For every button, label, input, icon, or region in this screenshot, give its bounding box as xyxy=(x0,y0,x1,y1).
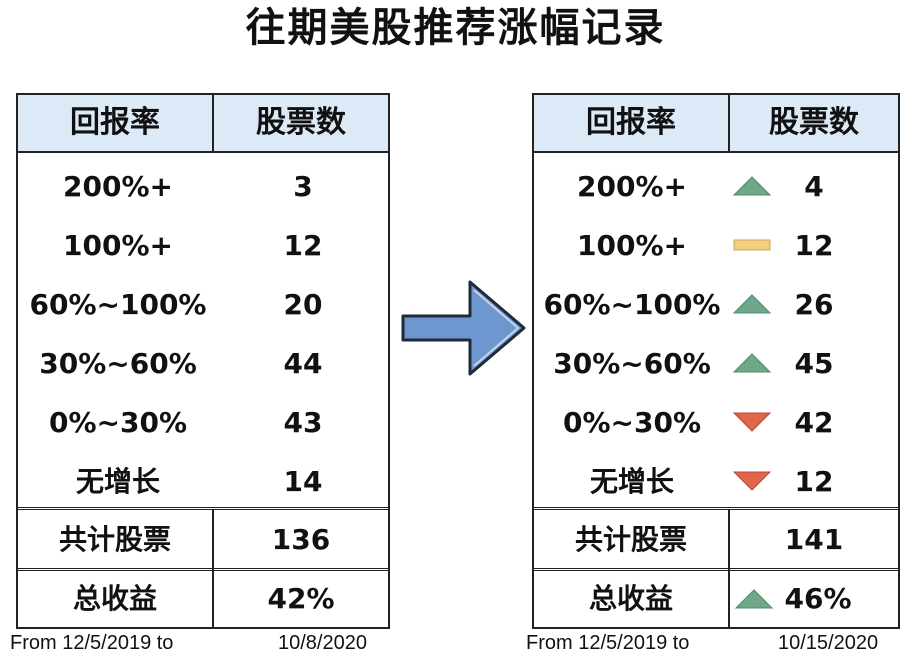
stock-count: 44 xyxy=(283,347,323,380)
stock-count: 4 xyxy=(804,170,824,203)
page-title: 往期美股推荐涨幅记录 xyxy=(245,5,666,51)
stock-count: 20 xyxy=(283,288,323,321)
triangle-down-icon xyxy=(732,412,772,432)
stock-count: 26 xyxy=(794,288,834,321)
date-to: 10/15/2020 xyxy=(778,632,879,654)
total-label: 共计股票 xyxy=(58,523,171,556)
return-range: 无增长 xyxy=(589,465,674,498)
triangle-down-icon xyxy=(732,471,772,491)
table-row: 无增长 14 xyxy=(18,452,388,511)
stock-count: 14 xyxy=(283,465,323,498)
stock-count: 42 xyxy=(794,406,834,439)
total-value: 141 xyxy=(784,523,844,556)
return-range: 200%+ xyxy=(577,170,687,203)
return-range: 0%~30% xyxy=(48,406,188,439)
triangle-up-icon xyxy=(732,176,772,196)
divider xyxy=(18,568,388,571)
return-range: 100%+ xyxy=(63,229,173,262)
triangle-up-icon xyxy=(734,589,774,609)
divider xyxy=(534,568,898,571)
return-range: 100%+ xyxy=(577,229,687,262)
return-row: 总收益 46% xyxy=(534,571,898,631)
return-range: 无增长 xyxy=(75,465,160,498)
date-from: From 12/5/2019 to xyxy=(526,632,690,654)
return-range: 200%+ xyxy=(63,170,173,203)
header-return-rate: 回报率 xyxy=(586,105,676,140)
header-stock-count: 股票数 xyxy=(256,105,346,140)
total-value: 136 xyxy=(271,523,331,556)
total-label: 共计股票 xyxy=(574,523,687,556)
table-header: 回报率 股票数 xyxy=(18,95,388,153)
stock-count: 12 xyxy=(794,465,834,498)
left-table: 回报率 股票数 200%+ 3 100%+ 12 60%~100% 20 30%… xyxy=(16,93,390,629)
right-table: 回报率 股票数 200%+ 4 100%+ 12 60%~100% 26 30%… xyxy=(532,93,900,629)
total-row: 共计股票 141 xyxy=(534,510,898,570)
table-header: 回报率 股票数 xyxy=(534,95,898,153)
divider xyxy=(534,507,898,510)
table-row: 60%~100% 20 xyxy=(18,275,388,334)
table-row: 0%~30% 42 xyxy=(534,393,898,452)
table-row: 200%+ 4 xyxy=(534,157,898,216)
return-value: 42% xyxy=(267,582,335,615)
stock-count: 3 xyxy=(293,170,313,203)
table-row: 30%~60% 45 xyxy=(534,334,898,393)
table-row: 0%~30% 43 xyxy=(18,393,388,452)
stock-count: 45 xyxy=(794,347,834,380)
return-range: 30%~60% xyxy=(39,347,197,380)
return-range: 30%~60% xyxy=(553,347,711,380)
triangle-up-icon xyxy=(732,353,772,373)
stock-count: 12 xyxy=(794,229,834,262)
stock-count: 12 xyxy=(283,229,323,262)
return-range: 60%~100% xyxy=(29,288,207,321)
table-row: 无增长 12 xyxy=(534,452,898,511)
table-row: 60%~100% 26 xyxy=(534,275,898,334)
header-stock-count: 股票数 xyxy=(769,105,859,140)
table-row: 200%+ 3 xyxy=(18,157,388,216)
date-from: From 12/5/2019 to xyxy=(10,632,174,654)
divider xyxy=(18,507,388,510)
table-row: 30%~60% 44 xyxy=(18,334,388,393)
return-range: 60%~100% xyxy=(543,288,721,321)
dash-icon xyxy=(733,239,771,251)
return-label: 总收益 xyxy=(72,582,157,615)
right-arrow-icon xyxy=(401,280,526,376)
table-row: 100%+ 12 xyxy=(534,216,898,275)
table-row: 100%+ 12 xyxy=(18,216,388,275)
return-value: 46% xyxy=(784,582,852,615)
return-row: 总收益 42% xyxy=(18,571,388,631)
triangle-up-icon xyxy=(732,294,772,314)
return-label: 总收益 xyxy=(588,582,673,615)
total-row: 共计股票 136 xyxy=(18,510,388,570)
header-return-rate: 回报率 xyxy=(70,105,160,140)
stock-count: 43 xyxy=(283,406,323,439)
date-to: 10/8/2020 xyxy=(278,632,367,654)
return-range: 0%~30% xyxy=(562,406,702,439)
